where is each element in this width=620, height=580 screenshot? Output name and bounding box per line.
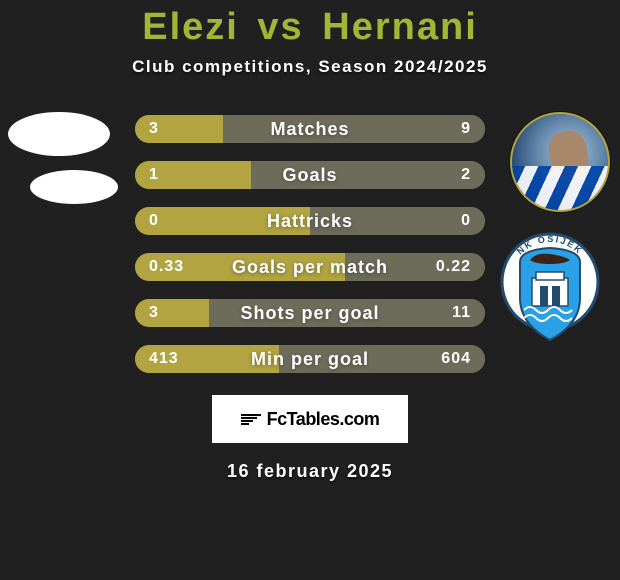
- stat-right-value: 2: [461, 161, 471, 189]
- stat-left-value: 0.33: [149, 253, 184, 281]
- stat-label: Shots per goal: [135, 299, 485, 327]
- stat-right-value: 0.22: [436, 253, 471, 281]
- stat-right-value: 9: [461, 115, 471, 143]
- stat-label: Matches: [135, 115, 485, 143]
- stat-right-value: 11: [452, 299, 471, 327]
- title-player2: Hernani: [322, 6, 477, 48]
- page-title: Elezi vs Hernani: [0, 0, 620, 49]
- stat-row: Hattricks0 0: [135, 207, 485, 235]
- fctables-text: FcTables.com: [267, 409, 380, 430]
- stat-right-value: 604: [441, 345, 471, 373]
- stat-label: Goals: [135, 161, 485, 189]
- stat-left-value: 3: [149, 299, 159, 327]
- comparison-card: Elezi vs Hernani Club competitions, Seas…: [0, 0, 620, 580]
- stat-left-value: 1: [149, 161, 159, 189]
- stat-label: Goals per match: [135, 253, 485, 281]
- stat-left-value: 413: [149, 345, 179, 373]
- left-player-placeholder: [8, 112, 110, 156]
- snapshot-date: 16 february 2025: [0, 461, 620, 482]
- title-player1: Elezi: [142, 6, 239, 48]
- fctables-icon: [241, 414, 261, 425]
- stat-left-value: 0: [149, 207, 159, 235]
- stat-right-value: 0: [461, 207, 471, 235]
- stat-row: Shots per goal3 11: [135, 299, 485, 327]
- stat-row: Goals per match0.33 0.22: [135, 253, 485, 281]
- fctables-card[interactable]: FcTables.com: [212, 395, 408, 443]
- right-club-badge: NK OSIJEK: [500, 232, 600, 356]
- stat-left-value: 3: [149, 115, 159, 143]
- stat-row: Goals1 2: [135, 161, 485, 189]
- stat-row: Matches3 9: [135, 115, 485, 143]
- left-club-placeholder: [30, 170, 118, 204]
- stat-label: Hattricks: [135, 207, 485, 235]
- title-vs: vs: [257, 6, 303, 48]
- right-player-avatar: [510, 112, 610, 212]
- stat-row: Min per goal413 604: [135, 345, 485, 373]
- avatar-kit-stripes: [512, 166, 608, 210]
- stat-label: Min per goal: [135, 345, 485, 373]
- subtitle: Club competitions, Season 2024/2025: [0, 57, 620, 77]
